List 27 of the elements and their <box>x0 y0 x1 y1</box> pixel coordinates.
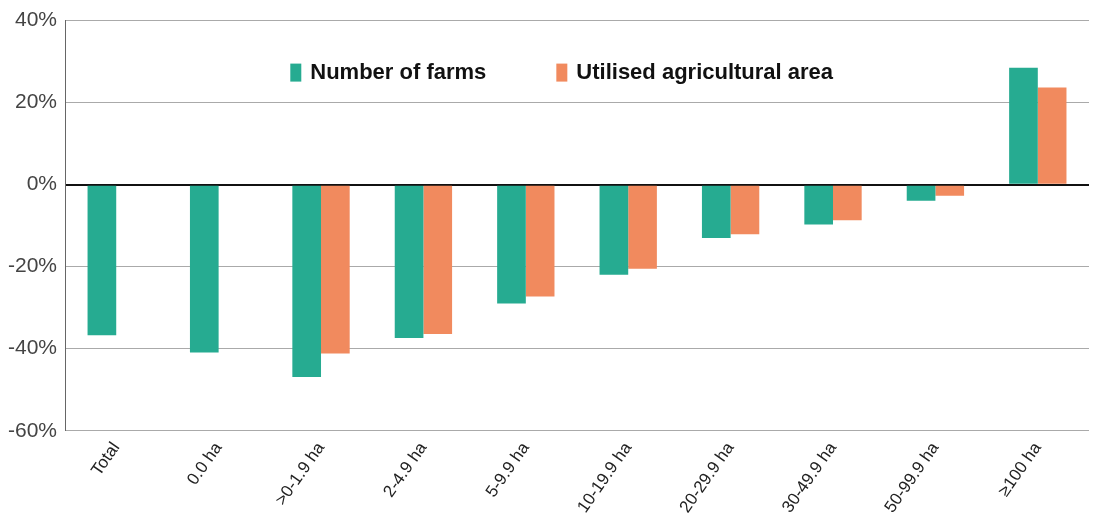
y-tick-label: 40% <box>14 7 58 31</box>
bar <box>599 185 629 275</box>
legend-label: Utilised agricultural area <box>576 58 834 84</box>
bar <box>701 185 731 238</box>
bar <box>1009 67 1038 184</box>
bar <box>730 185 760 235</box>
y-tick-label: -20% <box>7 253 58 277</box>
bar <box>906 185 936 201</box>
bar <box>321 185 350 354</box>
bar <box>394 185 424 339</box>
x-tick-label: 0.0 ha <box>183 438 227 489</box>
bar <box>1037 87 1067 184</box>
y-tick-label: 20% <box>14 89 58 113</box>
bar <box>497 185 526 304</box>
bar <box>525 185 555 297</box>
y-tick-label: -40% <box>7 335 58 359</box>
bar <box>87 185 117 336</box>
bar <box>833 185 862 221</box>
y-tick-label: -60% <box>7 417 58 441</box>
bar <box>189 185 219 353</box>
bar <box>804 185 834 225</box>
legend-label: Number of farms <box>310 58 487 84</box>
bar <box>628 185 657 269</box>
bar <box>935 185 965 196</box>
bar <box>292 185 322 377</box>
bar <box>423 185 453 334</box>
y-tick-label: 0% <box>26 171 58 195</box>
